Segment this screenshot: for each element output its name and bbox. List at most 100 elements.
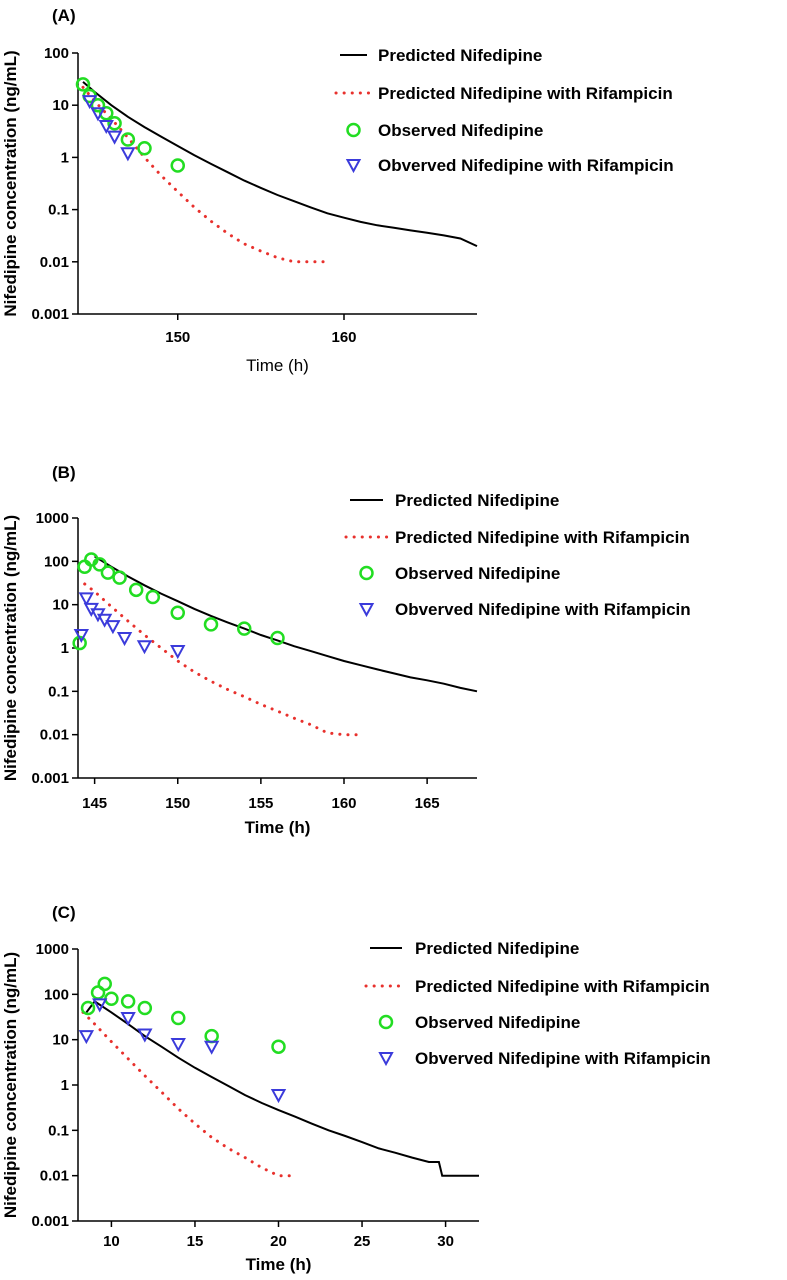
- y-tick-label: 0.01: [40, 727, 69, 744]
- series-circle: [75, 77, 185, 173]
- panel-label: (B): [52, 463, 76, 482]
- observed-point: [271, 1039, 286, 1054]
- observed-point: [237, 621, 252, 636]
- y-tick-label: 10: [52, 97, 69, 114]
- observed-point: [170, 605, 185, 621]
- series-line: [94, 555, 478, 693]
- x-axis-title: Time (h): [245, 818, 311, 837]
- y-tick-label: 1: [61, 640, 69, 657]
- series-triangle: [73, 592, 186, 660]
- legend-label: Predicted Nifedipine with Rifampicin: [415, 977, 710, 996]
- x-tick-label: 145: [82, 795, 107, 812]
- observed-rifampicin-point: [78, 592, 94, 607]
- legend-swatch-observed: [359, 565, 374, 581]
- observed-point: [145, 589, 161, 605]
- x-tick-label: 150: [165, 795, 190, 812]
- legend-label: Observed Nifedipine: [378, 121, 543, 140]
- observed-rifampicin-point: [92, 998, 108, 1013]
- observed-point: [120, 132, 136, 147]
- predicted-rifampicin-line: [81, 1010, 297, 1178]
- y-tick-label: 0.1: [48, 683, 69, 700]
- predicted-line: [94, 555, 478, 693]
- observed-rifampicin-point: [170, 1038, 186, 1053]
- observed-rifampicin-point: [270, 1089, 287, 1104]
- observed-point: [90, 97, 106, 113]
- observed-rifampicin-point: [90, 107, 106, 122]
- y-tick-label: 100: [44, 986, 69, 1003]
- chart-panel-a: (A) 0.001 0.01 0.1 1 10 100 150 160 Time (h) Nifed…: [1, 6, 674, 375]
- x-tick-label: 15: [187, 1233, 204, 1250]
- observed-rifampicin-point: [98, 119, 114, 135]
- y-tick-label: 1: [61, 1077, 69, 1094]
- observed-point: [77, 559, 92, 574]
- series-dotted: [83, 582, 363, 737]
- series-line: [85, 1000, 479, 1177]
- legend-label: Predicted Nifedipine: [415, 939, 579, 958]
- observed-rifampicin-point: [105, 620, 121, 635]
- y-tick-label: 100: [44, 45, 69, 62]
- observed-point: [107, 116, 122, 131]
- observed-rifampicin-point: [106, 130, 123, 145]
- y-tick-label: 1000: [36, 941, 69, 958]
- series-line: [82, 81, 478, 248]
- predicted-rifampicin-line: [81, 85, 329, 264]
- y-axis-title: Nifedipine concentration (ng/mL): [1, 515, 20, 781]
- observed-rifampicin-point: [120, 147, 136, 162]
- y-tick-label: 100: [44, 553, 69, 570]
- y-tick-label: 1000: [36, 510, 69, 527]
- legend-label: Observed Nifedipine: [415, 1013, 580, 1032]
- observed-point: [128, 582, 144, 598]
- y-tick-label: 0.01: [40, 1168, 69, 1185]
- y-tick-label: 10: [52, 597, 69, 614]
- y-axis-title: Nifedipine concentration (ng/mL): [1, 952, 20, 1218]
- predicted-line: [82, 81, 478, 248]
- x-tick-label: 160: [331, 329, 356, 346]
- observed-point: [137, 140, 152, 156]
- series-triangle: [78, 998, 287, 1104]
- observed-point: [80, 1000, 96, 1016]
- y-tick-label: 0.1: [48, 1122, 69, 1139]
- observed-point: [100, 565, 116, 580]
- legend-label: Observed Nifedipine: [395, 564, 560, 583]
- observed-point: [203, 617, 219, 632]
- series-triangle: [81, 95, 136, 162]
- panel-label: (C): [52, 903, 76, 922]
- observed-rifampicin-point: [136, 640, 153, 655]
- observed-point: [92, 557, 107, 572]
- observed-point: [75, 77, 91, 92]
- observed-point: [171, 1010, 186, 1026]
- legend-swatch-observed-rifampicin: [378, 1052, 394, 1067]
- y-tick-label: 1: [61, 149, 69, 166]
- legend-label: Predicted Nifedipine: [395, 491, 559, 510]
- y-tick-label: 10: [52, 1032, 69, 1049]
- legend: Predicted Nifedipine Predicted Nifedipine…: [334, 46, 674, 175]
- x-tick-label: 30: [437, 1233, 454, 1250]
- x-tick-label: 20: [270, 1233, 287, 1250]
- x-tick-label: 165: [415, 795, 440, 812]
- legend-swatch-observed: [346, 122, 361, 138]
- x-tick-label: 155: [248, 795, 273, 812]
- series-dotted: [81, 85, 329, 264]
- observed-point: [170, 158, 185, 173]
- observed-rifampicin-point: [137, 1028, 153, 1043]
- y-tick-label: 0.001: [31, 306, 69, 323]
- x-tick-label: 150: [165, 329, 190, 346]
- legend: Predicted Nifedipine Predicted Nifedipine…: [344, 491, 691, 619]
- legend-label: Predicted Nifedipine: [378, 46, 542, 65]
- chart-panel-b: (B) 0.001 0.01 0.1 1 10 100 1000 145 150 155 160 165…: [1, 463, 691, 837]
- x-tick-label: 25: [354, 1233, 371, 1250]
- observed-rifampicin-point: [73, 628, 90, 644]
- observed-rifampicin-point: [116, 632, 133, 647]
- y-tick-label: 0.1: [48, 202, 69, 219]
- legend-label: Predicted Nifedipine with Rifampicin: [395, 528, 690, 547]
- observed-rifampicin-point: [203, 1040, 220, 1055]
- observed-rifampicin-point: [170, 645, 186, 660]
- observed-rifampicin-point: [120, 1012, 136, 1027]
- predicted-rifampicin-line: [83, 582, 363, 737]
- y-tick-label: 0.01: [40, 254, 69, 271]
- legend-swatch-observed-rifampicin: [345, 159, 362, 174]
- legend-label: Obverved Nifedipine with Rifampicin: [378, 156, 674, 175]
- observed-rifampicin-point: [81, 95, 98, 110]
- predicted-line: [85, 1000, 479, 1177]
